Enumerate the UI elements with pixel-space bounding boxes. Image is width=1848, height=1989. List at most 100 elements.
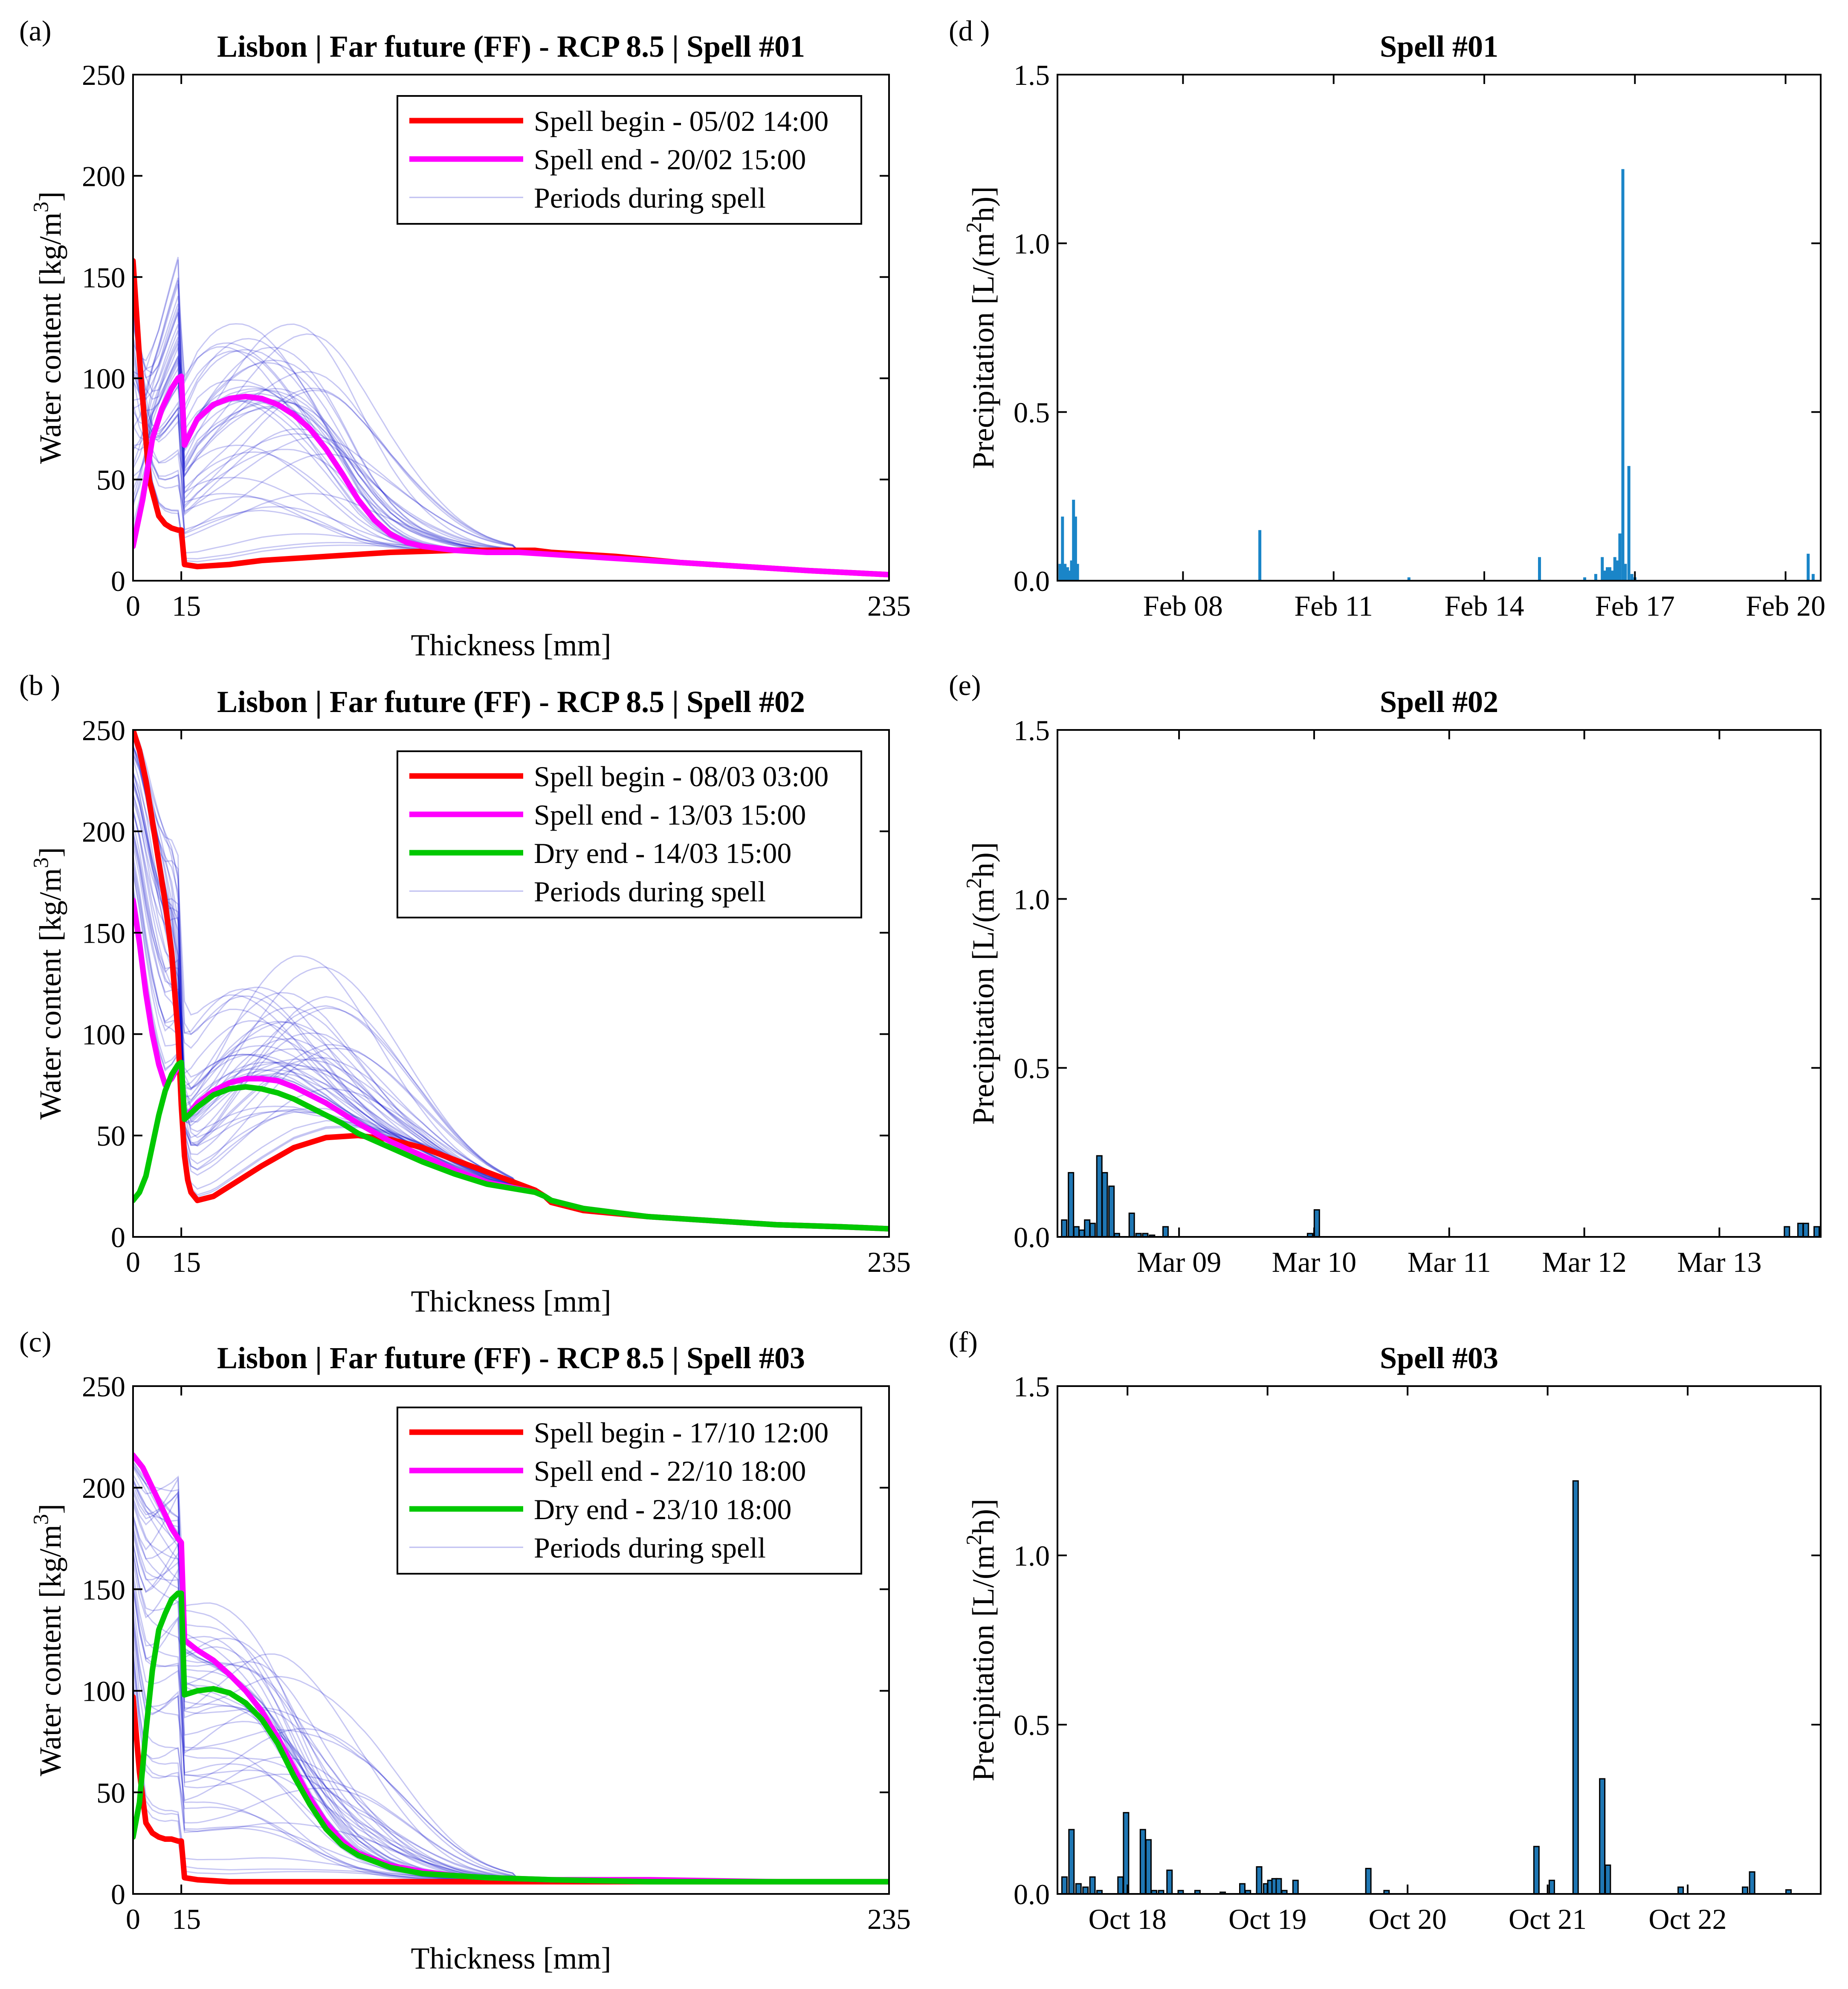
precip-bar	[1073, 1226, 1080, 1237]
legend-label: Spell end - 20/02 15:00	[534, 143, 806, 176]
y-axis-label-end: h)]	[966, 186, 1000, 222]
precip-bar	[1383, 1890, 1390, 1894]
x-tick-label: 0	[126, 590, 140, 622]
precip-bar	[1245, 1890, 1251, 1894]
x-tick-label: 15	[172, 1246, 201, 1278]
y-axis-label-text: Water content [kg/m	[33, 868, 67, 1120]
y-tick-label: 50	[96, 1120, 125, 1152]
chart-title: Lisbon | Far future (FF) - RCP 8.5 | Spe…	[217, 1341, 805, 1375]
x-tick-label: Oct 21	[1509, 1903, 1587, 1935]
precip-bar	[1365, 1867, 1372, 1894]
x-tick-label: Oct 18	[1089, 1903, 1167, 1935]
precip-bar	[1785, 1889, 1792, 1894]
precip-bar	[1068, 1829, 1075, 1894]
y-axis-label-superscript: 2	[962, 222, 986, 233]
y-axis-label-text: Precipitation [L/(m	[966, 1545, 1000, 1781]
precip-bar	[1117, 1876, 1124, 1894]
x-tick-label: 15	[172, 1903, 201, 1935]
precip-bar	[1123, 1812, 1130, 1894]
y-axis-label-end: ]	[33, 847, 67, 857]
x-axis-label: Thickness [mm]	[411, 1284, 611, 1318]
y-tick-label: 200	[82, 1472, 125, 1504]
precip-bar	[1583, 577, 1586, 581]
precip-bar	[1616, 560, 1619, 581]
x-tick-label: 235	[867, 1903, 911, 1935]
x-tick-label: Feb 11	[1294, 590, 1373, 622]
precip-bar	[1063, 564, 1067, 581]
plot-frame	[132, 729, 890, 1238]
panel-label: (e)	[949, 669, 981, 701]
precip-bar	[1058, 564, 1062, 581]
precip-bar	[1061, 1219, 1068, 1237]
precip-bar	[1407, 577, 1411, 581]
precip-bar	[1162, 1226, 1169, 1237]
chart-title: Lisbon | Far future (FF) - RCP 8.5 | Spe…	[217, 685, 805, 719]
y-tick-label: 0.5	[1014, 1709, 1050, 1741]
y-tick-label: 0	[111, 1878, 125, 1911]
precip-bar	[1618, 533, 1622, 581]
y-tick-label: 0	[111, 1221, 125, 1254]
plot-area	[1057, 75, 1821, 581]
y-axis-label-text: Water content [kg/m	[33, 1525, 67, 1776]
legend-box	[397, 1407, 862, 1575]
plot-area	[1057, 1386, 1821, 1894]
chart-title: Spell #03	[1380, 1341, 1498, 1375]
precip-bar	[1158, 1890, 1164, 1894]
plot-area	[1057, 730, 1821, 1237]
precip-bar	[1096, 1155, 1103, 1237]
series-dry-line	[133, 1590, 889, 1885]
precip-bar	[1061, 1876, 1068, 1894]
precip-bar	[1089, 1222, 1096, 1237]
precip-bar	[1627, 466, 1631, 581]
legend-label: Spell begin - 05/02 14:00	[534, 105, 828, 137]
precip-bar	[1630, 574, 1634, 581]
series-end-line	[133, 373, 889, 578]
precip-bar	[1194, 1890, 1201, 1894]
y-tick-label: 0.5	[1014, 1052, 1050, 1085]
precip-bar	[1101, 1172, 1108, 1237]
panel-label: (f)	[949, 1326, 978, 1358]
chart-title: Spell #01	[1380, 29, 1498, 64]
y-tick-label: 0.0	[1014, 1221, 1050, 1254]
legend-label: Dry end - 14/03 15:00	[534, 837, 791, 869]
y-axis-label: Water content [kg/m3]	[29, 1504, 67, 1776]
precip-bar	[1811, 574, 1815, 581]
precip-bar	[1068, 1172, 1075, 1237]
y-axis-label: Water content [kg/m3]	[29, 847, 67, 1120]
legend-label: Periods during spell	[534, 875, 766, 908]
plot-content	[133, 257, 889, 578]
precip-bar	[1613, 557, 1616, 581]
y-tick-label: 100	[82, 1018, 125, 1051]
y-axis-label-superscript: 3	[29, 1514, 53, 1525]
precip-bar	[1108, 1185, 1115, 1237]
x-tick-label: Feb 20	[1746, 590, 1825, 622]
plot-frame	[132, 74, 890, 582]
y-tick-label: 200	[82, 816, 125, 848]
precip-bar	[1113, 1233, 1120, 1237]
x-tick-label: Feb 17	[1595, 590, 1675, 622]
x-tick-label: 235	[867, 590, 911, 622]
y-tick-label: 250	[82, 1370, 125, 1403]
x-tick-label: 15	[172, 590, 201, 622]
y-axis-label: Water content [kg/m3]	[29, 191, 67, 464]
precip-bar	[1603, 570, 1607, 581]
precip-bar	[1177, 1890, 1184, 1894]
precip-bar	[1599, 1778, 1606, 1894]
legend-label: Spell begin - 17/10 12:00	[534, 1416, 828, 1449]
plot-frame	[1057, 1385, 1822, 1895]
precip-bar	[1074, 516, 1077, 581]
legend-box	[397, 750, 862, 918]
precip-bar	[1078, 1229, 1085, 1237]
y-tick-label: 1.0	[1014, 1540, 1050, 1572]
plot-content	[133, 1452, 889, 1885]
y-tick-label: 100	[82, 362, 125, 395]
x-axis-label: Thickness [mm]	[411, 628, 611, 662]
legend-label: Spell end - 22/10 18:00	[534, 1455, 806, 1487]
precip-bar	[1082, 1886, 1089, 1894]
x-tick-label: Feb 14	[1444, 590, 1524, 622]
precip-bar	[1239, 1883, 1246, 1894]
legend-label: Periods during spell	[534, 1532, 766, 1564]
legend-label: Periods during spell	[534, 182, 766, 214]
precip-bar	[1089, 1876, 1096, 1894]
y-tick-label: 250	[82, 59, 125, 91]
